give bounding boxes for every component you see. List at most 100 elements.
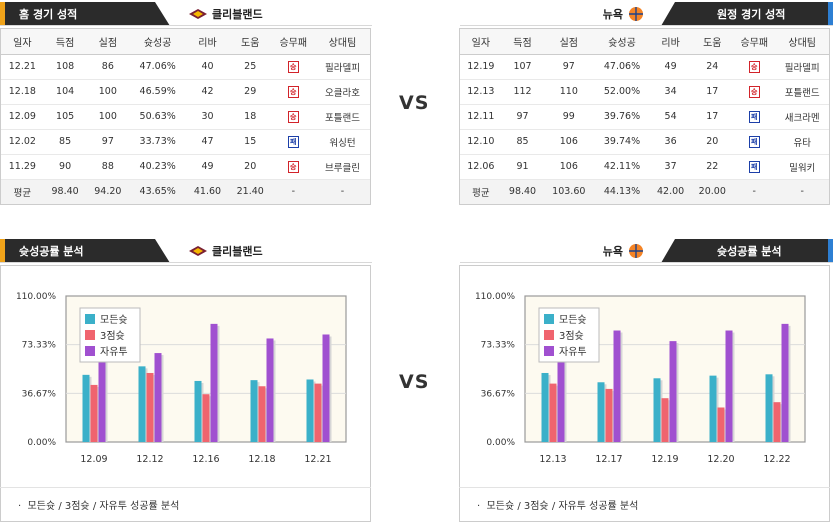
legend-swatch [85, 346, 95, 356]
cell-reb: 34 [649, 79, 692, 105]
home-chart-footnote: · 모든슛 / 3점슛 / 자유투 성공률 분석 [18, 501, 180, 512]
avg-opp: 103.60 [543, 179, 595, 204]
cell-reb: 47 [186, 129, 229, 155]
bar-모든슛 [250, 380, 258, 442]
divider [0, 262, 372, 263]
cell-reb: 49 [649, 54, 692, 80]
y-tick-label: 0.00% [27, 438, 56, 448]
cell-fg: 33.73% [129, 129, 187, 155]
legend-swatch [85, 330, 95, 340]
bar-3점슛 [605, 388, 613, 442]
home-shooting-title: 슛성공률 분석 [5, 239, 170, 263]
cell-team: 포틀랜드 [314, 104, 370, 130]
y-tick-label: 36.67% [481, 389, 516, 399]
result-badge: 승 [748, 85, 760, 98]
cell-date: 12.02 [1, 129, 44, 155]
avg-reb: 41.60 [186, 179, 229, 204]
cell-opp: 88 [86, 154, 130, 180]
column-header: 슛성공 [594, 29, 650, 55]
divider [0, 487, 371, 488]
cell-date: 12.11 [460, 104, 502, 130]
column-header: 실점 [543, 29, 595, 55]
table-row: 12.06 91 106 42.11% 37 22 패 밀워키 [460, 154, 829, 180]
legend-label: 자유투 [559, 346, 587, 358]
cell-opp: 86 [86, 54, 130, 80]
x-tick-label: 12.13 [539, 454, 566, 465]
x-tick-label: 12.19 [651, 454, 678, 465]
cell-result: 승 [733, 54, 776, 80]
y-tick-label: 110.00% [475, 292, 515, 302]
y-tick-label: 73.33% [481, 341, 516, 351]
avg-team: - [314, 179, 370, 204]
away-team-name: 뉴욕 [602, 245, 623, 258]
bar-3점슛 [258, 386, 266, 442]
legend-label: 자유투 [100, 346, 128, 358]
cell-pts: 107 [501, 54, 544, 80]
avg-fg: 44.13% [594, 179, 650, 204]
column-header: 일자 [460, 29, 502, 55]
cell-ast: 22 [691, 154, 734, 180]
result-badge: 패 [287, 135, 299, 148]
column-header: 승무패 [271, 29, 315, 55]
cell-ast: 17 [691, 104, 734, 130]
cell-pts: 104 [43, 79, 87, 105]
average-row: 평균 98.40 94.20 43.65% 41.60 21.40- - [1, 179, 370, 204]
cell-ast: 29 [228, 79, 272, 105]
legend-swatch [85, 314, 95, 324]
cell-result: 승 [271, 79, 315, 105]
table-row: 12.19 107 97 47.06% 49 24 승 필라델피 [460, 54, 829, 80]
bar-자유투 [613, 330, 621, 442]
away-shooting-title: 슛성공률 분석 [661, 239, 828, 263]
vs-label: VS [399, 92, 430, 114]
column-header: 승무패 [733, 29, 776, 55]
cell-reb: 49 [186, 154, 229, 180]
cavaliers-logo-icon [189, 246, 207, 256]
away-record-table: 일자 득점 실점 슛성공 리바 도움 승무패 상대팀 12.19 107 97 47.06% 49 24… [459, 28, 830, 205]
avg-opp: 94.20 [86, 179, 130, 204]
away-record-header: 뉴욕 원정 경기 성적 [460, 2, 833, 26]
cavaliers-logo-icon [189, 9, 207, 19]
bar-3점슛 [661, 398, 669, 442]
column-header: 상대팀 [314, 29, 370, 55]
bar-자유투 [669, 341, 677, 442]
cell-result: 패 [733, 104, 776, 130]
bar-3점슛 [549, 383, 557, 442]
avg-result: - [733, 179, 776, 204]
avg-pts: 98.40 [501, 179, 544, 204]
column-header: 도움 [691, 29, 734, 55]
avg-label: 평균 [460, 179, 502, 204]
bar-3점슛 [146, 372, 154, 442]
cell-reb: 36 [649, 129, 692, 155]
cell-pts: 90 [43, 154, 87, 180]
vs-label: VS [399, 371, 430, 393]
cell-ast: 20 [691, 129, 734, 155]
result-badge: 패 [748, 135, 760, 148]
table-row: 12.18 104 100 46.59% 42 29 승 오클라호 [1, 79, 370, 105]
table-row: 12.02 85 97 33.73% 47 15 패 워싱턴 [1, 129, 370, 155]
divider [0, 25, 372, 26]
table-row: 12.21 108 86 47.06% 40 25 승 필라델피 [1, 54, 370, 80]
legend-swatch [544, 314, 554, 324]
avg-reb: 42.00 [649, 179, 692, 204]
cell-team: 새크라멘 [775, 104, 829, 130]
cell-ast: 17 [691, 79, 734, 105]
cell-fg: 50.63% [129, 104, 187, 130]
cell-date: 12.10 [460, 129, 502, 155]
column-header: 실점 [86, 29, 130, 55]
cell-date: 11.29 [1, 154, 44, 180]
cell-ast: 20 [228, 154, 272, 180]
cell-fg: 52.00% [594, 79, 650, 105]
legend-label: 모든슛 [559, 314, 587, 326]
header-accent [0, 2, 5, 26]
column-header: 리바 [186, 29, 229, 55]
result-badge: 승 [287, 85, 299, 98]
legend-swatch [544, 330, 554, 340]
cell-result: 패 [733, 154, 776, 180]
cell-opp: 99 [543, 104, 595, 130]
bar-3점슛 [90, 384, 98, 442]
cell-reb: 37 [649, 154, 692, 180]
cell-fg: 47.06% [129, 54, 187, 80]
header-accent [0, 239, 5, 263]
avg-pts: 98.40 [43, 179, 87, 204]
cell-date: 12.19 [460, 54, 502, 80]
